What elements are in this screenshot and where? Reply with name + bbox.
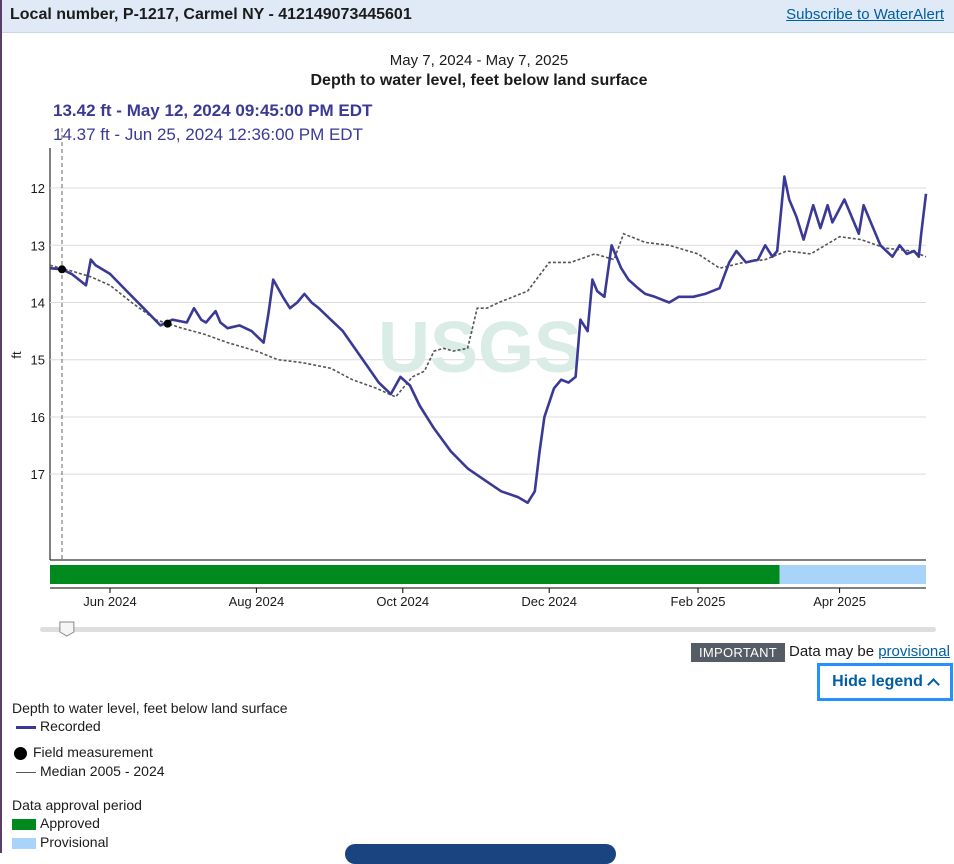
field-measurement-point-1 (58, 265, 66, 274)
legend-recorded-label: Recorded (40, 718, 101, 734)
legend-field-label: Field measurement (33, 744, 153, 760)
chart-date-range: May 7, 2024 - May 7, 2025 (389, 52, 569, 69)
median-line-swatch (16, 771, 36, 773)
x-tick-label-2025-04-01: Apr 2025 (813, 594, 866, 609)
legend-provisional-label: Provisional (40, 834, 109, 850)
legend-item-field-measurement: Field measurement (12, 744, 153, 760)
y-tick-label-16: 16 (31, 410, 45, 425)
provisional-swatch (12, 837, 36, 849)
approval-bar-provisional (779, 565, 926, 584)
hide-legend-label: Hide legend (832, 673, 923, 690)
y-tick-label-13: 13 (31, 238, 45, 253)
y-axis-label: ft (9, 351, 24, 359)
y-tick-label-12: 12 (31, 181, 45, 196)
legend-median-label: Median 2005 - 2024 (40, 763, 165, 779)
approval-bar-approved (50, 565, 780, 584)
provisional-note: Data may be provisional (789, 643, 950, 660)
legend-section-title-approval: Data approval period (12, 797, 142, 813)
field-measurement-point-2 (163, 319, 172, 328)
provisional-link[interactable]: provisional (878, 643, 950, 660)
download-data-button[interactable] (345, 844, 616, 864)
legend-item-median: Median 2005 - 2024 (12, 763, 165, 779)
subscribe-wateralert-link[interactable]: Subscribe to WaterAlert (786, 6, 944, 23)
usgs-watermark-logo: USGS (378, 308, 582, 388)
y-tick-label-15: 15 (31, 353, 45, 368)
hydrograph-chart[interactable]: 12 13 14 15 16 17 ft USGS Jun 2024 Aug 2024 Oct 20… (2, 0, 954, 640)
tooltip-recorded-value: 13.42 ft - May 12, 2024 09:45:00 PM EDT (53, 101, 373, 120)
legend-approved-label: Approved (40, 815, 100, 831)
legend-item-provisional: Provisional (12, 834, 108, 850)
time-brush-handle[interactable] (59, 621, 75, 637)
provisional-note-text: Data may be (789, 643, 875, 660)
page-header: Local number, P-1217, Carmel NY - 412149… (2, 0, 954, 33)
y-tick-label-14: 14 (31, 296, 45, 311)
series-recorded-line (49, 175, 928, 505)
important-badge: IMPORTANT (691, 643, 786, 662)
site-title: Local number, P-1217, Carmel NY - 412149… (10, 6, 412, 23)
legend-item-approved: Approved (12, 815, 100, 831)
approved-swatch (12, 818, 36, 830)
y-tick-label-17: 17 (31, 467, 45, 482)
field-measurement-dot-swatch (14, 746, 27, 760)
legend-section-title-depth: Depth to water level, feet below land su… (12, 700, 288, 716)
recorded-line-swatch (16, 725, 36, 729)
x-tick-label-2024-06-01: Jun 2024 (83, 594, 137, 609)
x-tick-label-2024-10-01: Oct 2024 (376, 594, 429, 609)
series-median-line (49, 232, 927, 398)
x-tick-label-2024-12-01: Dec 2024 (521, 594, 577, 609)
chevron-up-icon (926, 677, 940, 691)
tooltip-field-value: 14.37 ft - Jun 25, 2024 12:36:00 PM EDT (53, 125, 363, 144)
hide-legend-button[interactable]: Hide legend (817, 663, 953, 701)
time-brush-track[interactable] (40, 627, 936, 632)
x-tick-label-2025-02-01: Feb 2025 (671, 594, 726, 609)
legend-item-recorded: Recorded (12, 718, 101, 734)
x-tick-label-2024-08-01: Aug 2024 (229, 594, 285, 609)
chart-title: Depth to water level, feet below land su… (310, 72, 648, 89)
